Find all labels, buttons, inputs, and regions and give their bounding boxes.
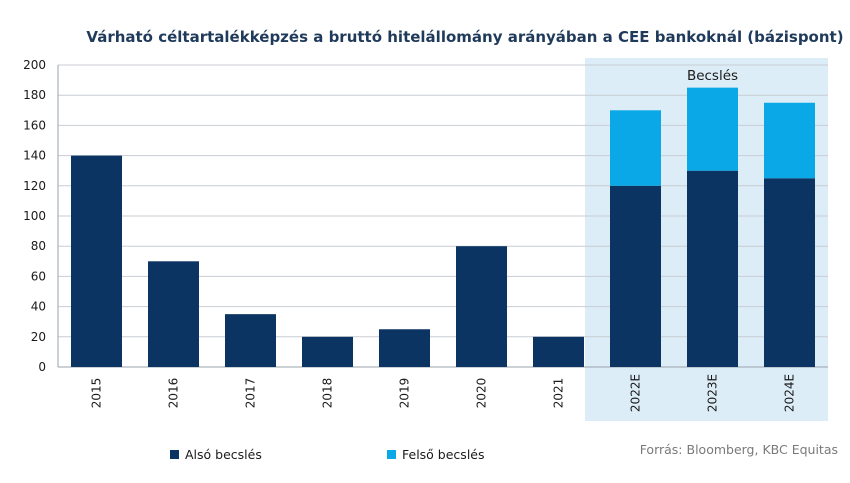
- x-tick-2021: 2021: [552, 378, 566, 409]
- bar-2016-also: [148, 261, 199, 367]
- bar-2018-also: [302, 336, 353, 367]
- x-tick-2017: 2017: [244, 378, 258, 409]
- y-tick-80: 80: [31, 239, 46, 253]
- bar-2022E-also: [610, 185, 661, 367]
- x-tick-2024E: 2024E: [783, 374, 797, 412]
- bar-2024E-felso: [764, 102, 815, 179]
- forecast-label: Becslés: [687, 68, 738, 84]
- bar-2017-also: [225, 314, 276, 367]
- x-tick-2022E: 2022E: [629, 374, 643, 412]
- bar-2024E-also: [764, 178, 815, 367]
- y-tick-140: 140: [23, 149, 46, 163]
- x-axis: 2015 2016 2017 2018 2019 2020 2021 2022E 2023E 20…: [90, 374, 797, 412]
- legend-swatch-felso: [387, 450, 396, 459]
- source-note: Forrás: Bloomberg, KBC Equitas: [640, 442, 838, 457]
- legend-swatch-also: [170, 450, 179, 459]
- bar-2022E-felso: [610, 110, 661, 186]
- bar-2023E-felso: [687, 87, 738, 171]
- y-tick-120: 120: [23, 179, 46, 193]
- x-tick-2015: 2015: [90, 378, 104, 409]
- legend: Alsó becslés Felső becslés: [170, 447, 485, 462]
- legend-label-felso: Felső becslés: [402, 447, 485, 462]
- y-tick-20: 20: [31, 330, 46, 344]
- y-tick-200: 200: [23, 58, 46, 72]
- bar-2015-also: [71, 155, 122, 367]
- y-tick-40: 40: [31, 300, 46, 314]
- y-axis: 0 20 40 60 80 100 120 140 160 180 200: [23, 58, 59, 374]
- bar-2023E-also: [687, 170, 738, 367]
- x-tick-2016: 2016: [167, 378, 181, 409]
- y-tick-160: 160: [23, 118, 46, 132]
- bar-2021-also: [533, 336, 584, 367]
- x-tick-2023E: 2023E: [706, 374, 720, 412]
- y-tick-180: 180: [23, 88, 46, 102]
- y-tick-100: 100: [23, 209, 46, 223]
- x-tick-2020: 2020: [475, 378, 489, 409]
- chart-title: Várható céltartalékképzés a bruttó hitel…: [86, 28, 843, 46]
- bars: [71, 87, 815, 367]
- x-tick-2019: 2019: [398, 378, 412, 409]
- legend-label-also: Alsó becslés: [185, 447, 262, 462]
- x-tick-2018: 2018: [321, 378, 335, 409]
- bar-2019-also: [379, 329, 430, 367]
- y-tick-0: 0: [38, 360, 46, 374]
- bar-2020-also: [456, 246, 507, 367]
- y-tick-60: 60: [31, 269, 46, 283]
